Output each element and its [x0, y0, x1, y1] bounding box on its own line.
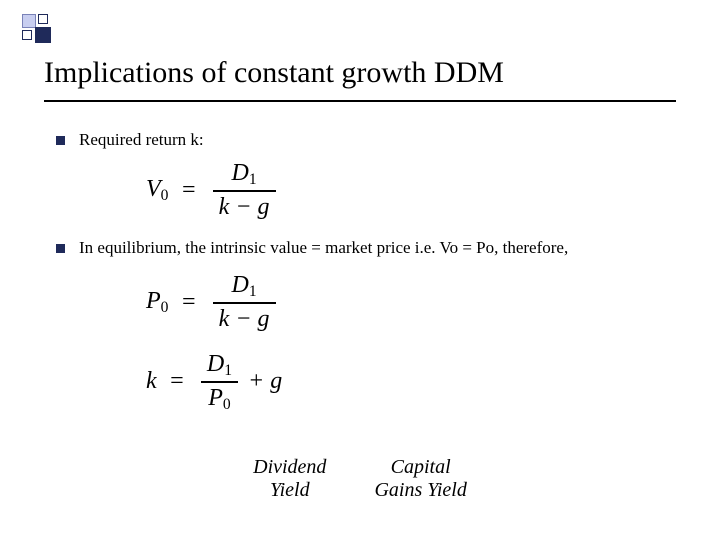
bullet-1: Required return k:: [56, 130, 676, 150]
bullet-1-text: Required return k:: [79, 130, 204, 150]
bullet-2: In equilibrium, the intrinsic value = ma…: [56, 238, 676, 258]
bullet-icon: [56, 244, 65, 253]
formula-v0: V0 = D1 k − g: [146, 160, 676, 220]
slide-title: Implications of constant growth DDM: [44, 56, 504, 90]
label-dividend-yield: Dividend Yield: [253, 456, 326, 502]
corner-decoration: [22, 14, 54, 46]
label-capital-gains-yield: Capital Gains Yield: [374, 456, 466, 502]
bullet-2-text: In equilibrium, the intrinsic value = ma…: [79, 238, 568, 258]
bullet-icon: [56, 136, 65, 145]
formula-p0: P0 = D1 k − g: [146, 272, 676, 332]
title-underline: [44, 100, 676, 102]
yield-labels: Dividend Yield Capital Gains Yield: [0, 456, 720, 502]
formula-k: k = D1 P0 + g: [146, 351, 676, 413]
